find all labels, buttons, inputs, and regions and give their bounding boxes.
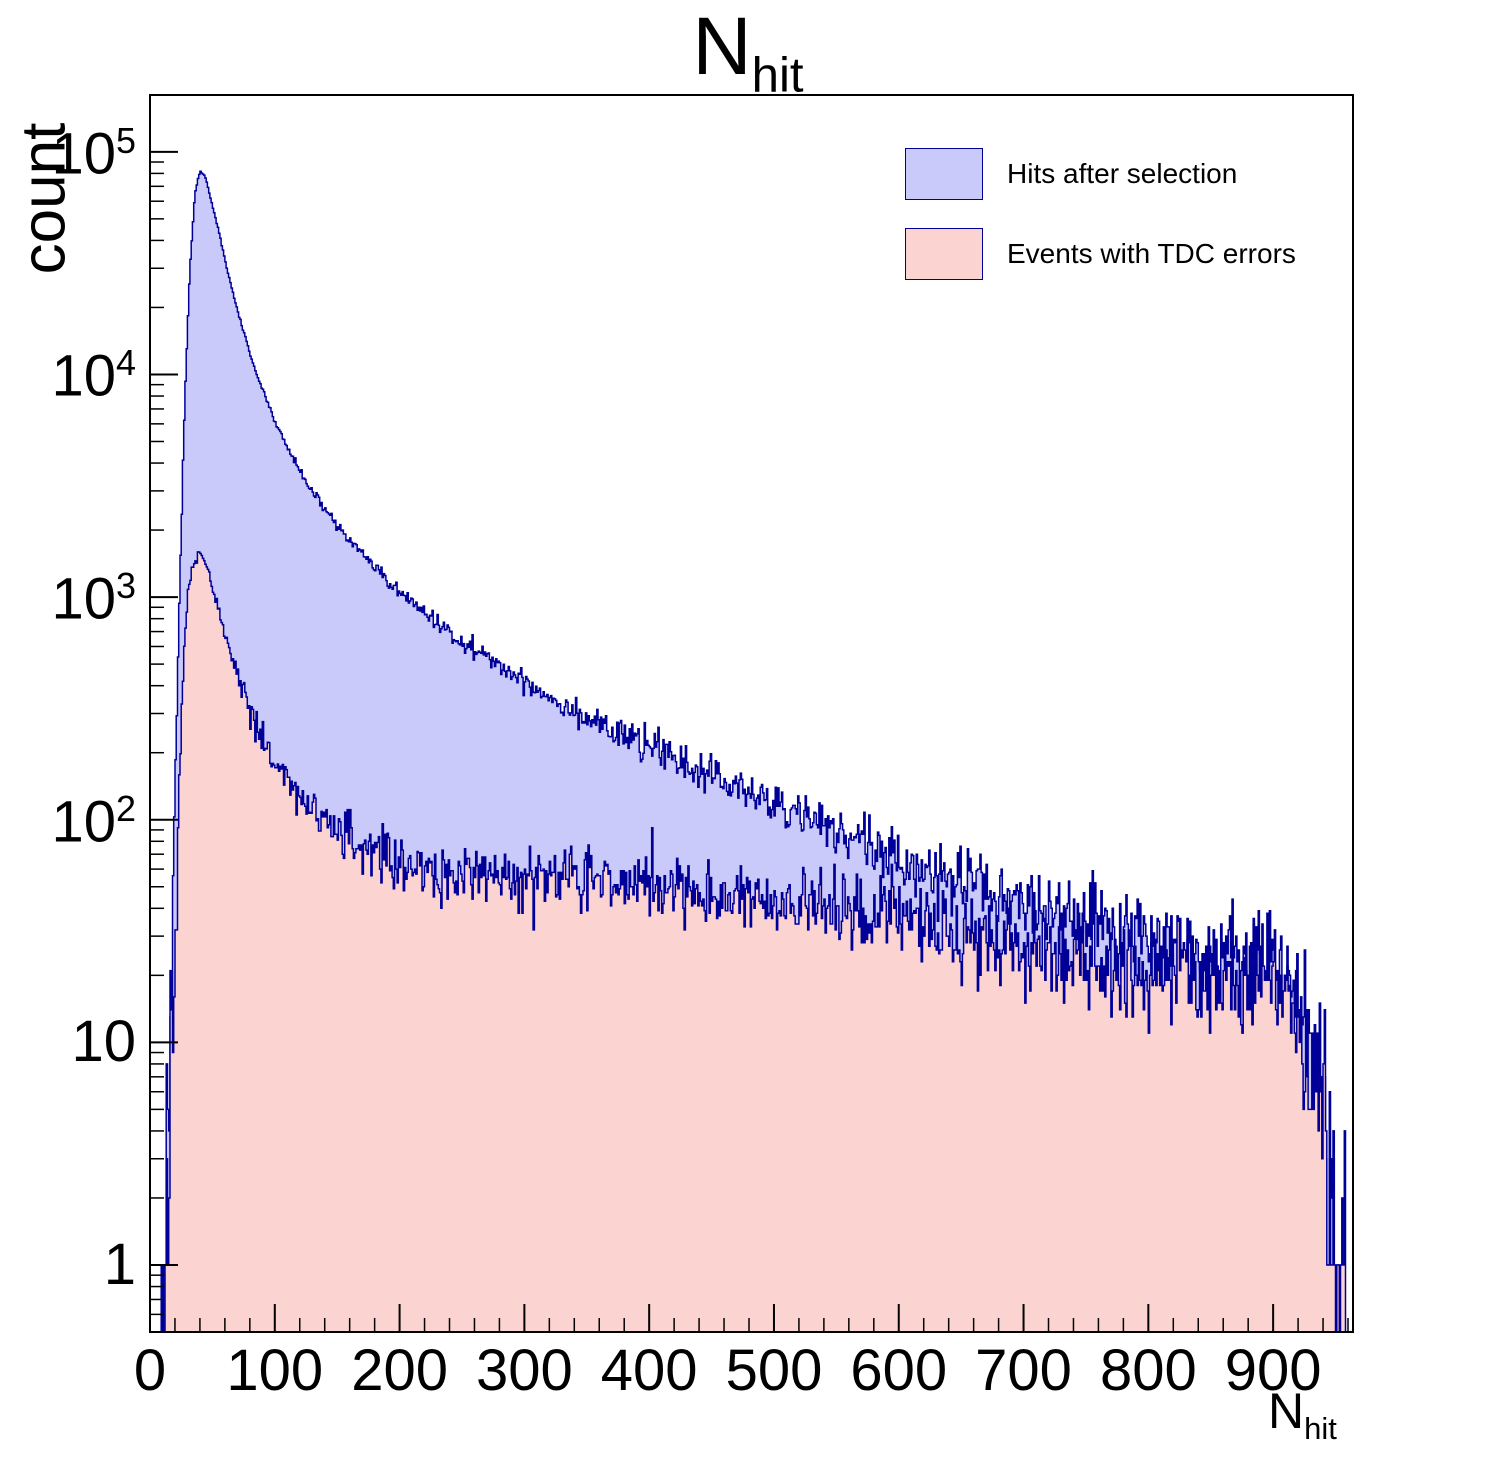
y-axis-title: count: [9, 122, 79, 274]
chart-title: Nhit: [0, 1, 1496, 103]
y-axis-title-wrap: count: [8, 76, 80, 320]
histogram-1-events-with-tdc-errors: [150, 551, 1353, 1333]
axis-layer: [149, 94, 1354, 1333]
chart-title-sub: hit: [751, 47, 804, 103]
legend-swatch-hits-after-selection: [905, 148, 983, 200]
x-axis-title-sub: hit: [1304, 1411, 1337, 1446]
legend-label-hits-after-selection: Hits after selection: [1007, 158, 1238, 189]
legend-item-tdc-errors: Events with TDC errors: [905, 228, 1296, 280]
x-axis-title-main: N: [1268, 1383, 1305, 1439]
x-axis-title: Nhit: [1268, 1382, 1337, 1447]
legend-label-tdc-errors: Events with TDC errors: [1007, 238, 1296, 269]
histogram-series-layer: [150, 170, 1353, 1333]
chart-title-main: N: [692, 1, 752, 92]
legend: Hits after selection Events with TDC err…: [905, 148, 1296, 280]
legend-item-hits: Hits after selection: [905, 148, 1296, 200]
legend-swatch-tdc-errors: [905, 228, 983, 280]
